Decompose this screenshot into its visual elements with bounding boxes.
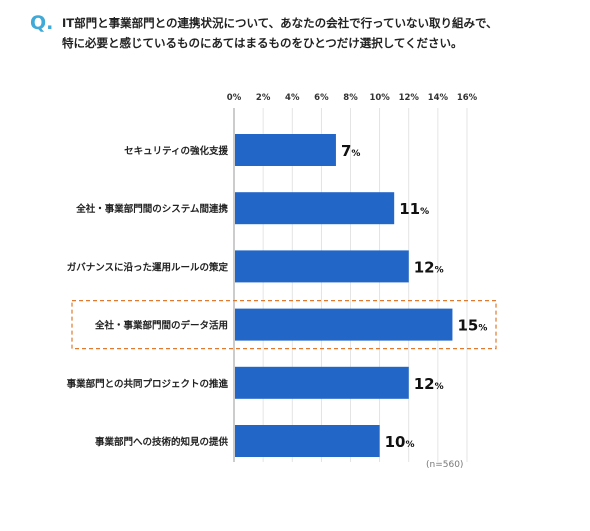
highlight-box	[71, 300, 497, 350]
value-label: 12%	[414, 258, 444, 276]
sample-size-note: (n=560)	[426, 460, 464, 470]
value-label: 7%	[341, 142, 360, 160]
category-label: 全社・事業部門間のデータ活用	[94, 320, 228, 332]
value-label: 12%	[414, 375, 444, 393]
value-label: 11%	[399, 200, 429, 218]
x-tick-label: 0%	[227, 93, 242, 103]
category-label: 全社・事業部門間のシステム間連携	[75, 203, 228, 215]
x-tick-label: 10%	[369, 93, 390, 103]
value-label: 10%	[385, 433, 415, 451]
x-tick-label: 2%	[256, 93, 271, 103]
x-tick-label: 8%	[343, 93, 358, 103]
x-tick-label: 16%	[457, 93, 478, 103]
question-line-1: IT部門と事業部門との連携状況について、あなたの会社で行っていない取り組みで、	[62, 16, 498, 30]
bar	[235, 366, 409, 399]
bar	[235, 250, 409, 283]
x-tick-label: 12%	[399, 93, 420, 103]
bar	[235, 425, 380, 457]
bar	[235, 134, 336, 166]
question-line-2: 特に必要と感じているものにあてはまるものをひとつだけ選択してください。	[62, 36, 463, 50]
value-label: 15%	[457, 317, 487, 335]
bar	[235, 192, 395, 225]
category-label: 事業部門との共同プロジェクトの推進	[67, 378, 229, 390]
category-label: 事業部門への技術的知見の提供	[95, 436, 229, 448]
x-tick-label: 6%	[314, 93, 329, 103]
x-tick-label: 4%	[285, 93, 300, 103]
category-label: ガバナンスに沿った運用ルールの策定	[67, 261, 229, 273]
bar	[235, 308, 453, 341]
category-label: セキュリティの強化支援	[124, 145, 228, 157]
question-text: IT部門と事業部門との連携状況について、あなたの会社で行っていない取り組みで、 …	[62, 13, 582, 53]
question-mark: Q.	[30, 12, 54, 34]
x-tick-label: 14%	[428, 93, 449, 103]
